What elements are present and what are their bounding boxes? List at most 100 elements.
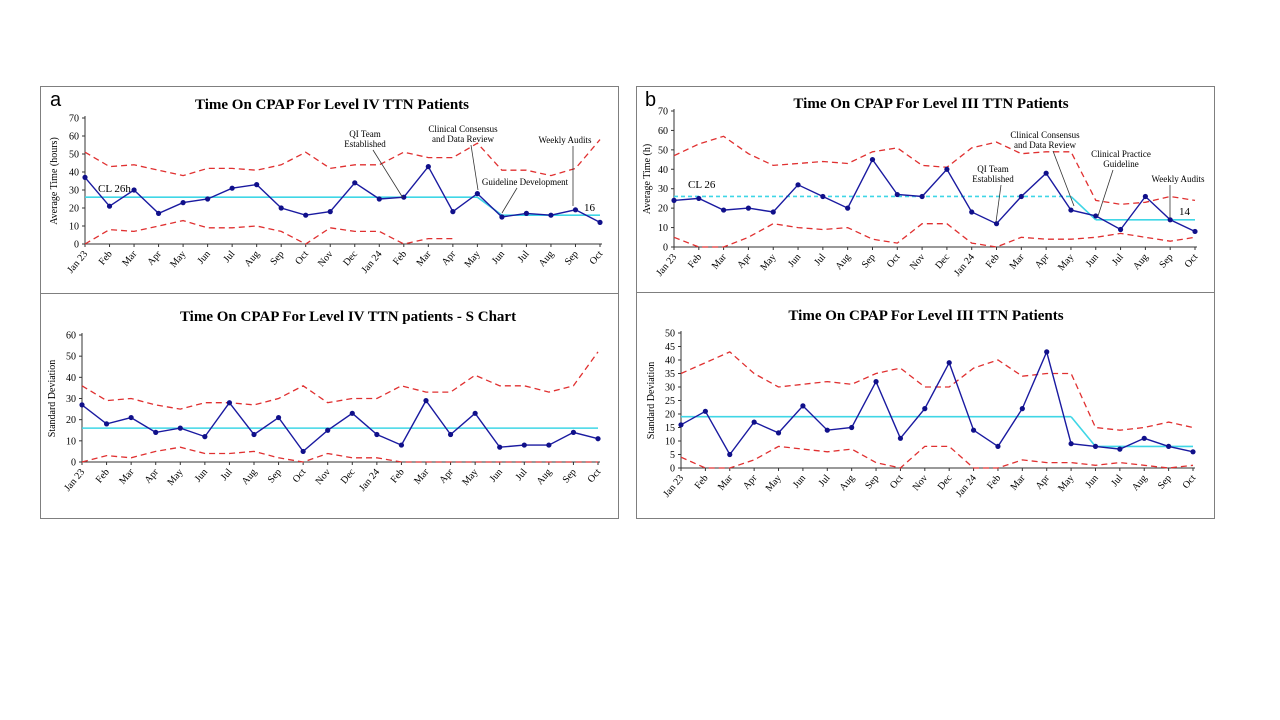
x-tick-label: Jan 24: [952, 252, 977, 279]
data-point: [374, 432, 379, 437]
x-tick-label: Nov: [314, 467, 334, 487]
x-tick-label: Jul: [1109, 473, 1125, 489]
data-point: [678, 422, 683, 427]
annotation-text: Clinical Consensus: [428, 124, 498, 134]
annotation-arrow: [996, 185, 1001, 222]
x-tick-label: Jul: [514, 467, 530, 483]
x-tick-label: Nov: [911, 473, 931, 493]
data-point: [131, 187, 136, 192]
data-point: [202, 434, 207, 439]
y-tick-label: 15: [665, 423, 675, 434]
y-tick-label: 50: [69, 150, 79, 161]
ucl-line: [674, 136, 1195, 204]
data-point: [1020, 406, 1025, 411]
center-line-shift: [1071, 196, 1096, 219]
y-axis-label: Standard Deviation: [47, 360, 58, 437]
x-tick-label: Oct: [888, 473, 906, 491]
center-line-shift: [1071, 417, 1095, 447]
x-tick-label: Oct: [293, 249, 311, 267]
annotation-text: Clinical Practice: [1091, 149, 1151, 159]
x-tick-label: Mar: [1008, 472, 1028, 492]
annotation: Weekly Audits: [538, 135, 592, 206]
x-tick-label: Aug: [1131, 252, 1151, 272]
center-line-label: 16: [584, 202, 596, 214]
panel-letter-b: b: [645, 89, 656, 111]
x-tick-label: Oct: [586, 467, 604, 485]
data-point: [401, 195, 406, 200]
y-tick-label: 0: [670, 464, 675, 475]
data-point: [79, 402, 84, 407]
data-point: [1190, 449, 1195, 454]
y-tick-label: 60: [66, 331, 76, 342]
data-point: [156, 211, 161, 216]
data-point: [497, 445, 502, 450]
y-tick-label: 35: [665, 369, 675, 380]
data-point: [870, 157, 875, 162]
x-tick-label: Jun: [193, 467, 210, 485]
y-tick-label: 30: [658, 184, 668, 195]
x-tick-label: Aug: [535, 467, 555, 487]
data-point: [205, 196, 210, 201]
x-tick-label: Oct: [1183, 252, 1201, 270]
x-tick-label: Oct: [1181, 473, 1199, 491]
x-tick-label: Apr: [145, 248, 164, 267]
x-tick-label: Feb: [391, 249, 409, 268]
x-tick-label: Oct: [885, 252, 903, 270]
annotation-text: Established: [344, 139, 386, 149]
y-tick-label: 70: [69, 114, 79, 125]
x-tick-label: May: [758, 252, 778, 273]
x-tick-label: Jun: [490, 249, 507, 267]
x-tick-label: Jun: [1084, 252, 1101, 270]
series-line: [681, 352, 1193, 455]
data-point: [969, 209, 974, 214]
x-tick-label: Jan 23: [661, 473, 686, 500]
y-tick-label: 10: [66, 436, 76, 447]
data-point: [303, 213, 308, 218]
data-point: [129, 415, 134, 420]
x-tick-label: Sep: [863, 473, 881, 492]
x-tick-label: Dec: [339, 466, 358, 486]
x-tick-label: May: [764, 473, 784, 494]
data-point: [820, 194, 825, 199]
data-point: [178, 426, 183, 431]
data-point: [448, 432, 453, 437]
data-point: [898, 436, 903, 441]
y-axis-label: Average Time (h): [642, 144, 653, 214]
y-tick-label: 45: [665, 342, 675, 353]
data-point: [254, 182, 259, 187]
x-tick-label: Sep: [266, 467, 284, 486]
x-tick-label: Mar: [120, 248, 140, 268]
x-tick-label: Oct: [291, 467, 309, 485]
y-tick-label: 30: [665, 383, 675, 394]
y-tick-label: 30: [66, 394, 76, 405]
data-point: [895, 192, 900, 197]
data-point: [995, 444, 1000, 449]
x-tick-label: Dec: [341, 248, 360, 268]
y-tick-label: 5: [670, 450, 675, 461]
series-line: [674, 160, 1195, 232]
x-tick-label: Jul: [222, 249, 238, 265]
x-tick-label: Mar: [412, 466, 432, 486]
annotation-text: Weekly Audits: [1151, 174, 1205, 184]
data-point: [944, 167, 949, 172]
y-tick-label: 50: [658, 145, 668, 156]
data-point: [597, 220, 602, 225]
annotation-text: and Data Review: [432, 134, 494, 144]
x-tick-label: Aug: [240, 467, 260, 487]
y-tick-label: 0: [71, 458, 76, 469]
data-point: [1143, 194, 1148, 199]
data-point: [1093, 213, 1098, 218]
data-point: [571, 430, 576, 435]
data-point: [776, 430, 781, 435]
x-tick-label: Mar: [1007, 251, 1027, 271]
data-point: [727, 452, 732, 457]
y-tick-label: 0: [74, 240, 79, 251]
y-tick-label: 20: [66, 415, 76, 426]
annotation-arrow: [471, 145, 478, 190]
data-point: [350, 411, 355, 416]
data-point: [922, 406, 927, 411]
y-tick-label: 40: [66, 373, 76, 384]
x-tick-label: Sep: [563, 249, 581, 268]
data-point: [548, 213, 553, 218]
x-tick-label: Apr: [440, 248, 459, 267]
